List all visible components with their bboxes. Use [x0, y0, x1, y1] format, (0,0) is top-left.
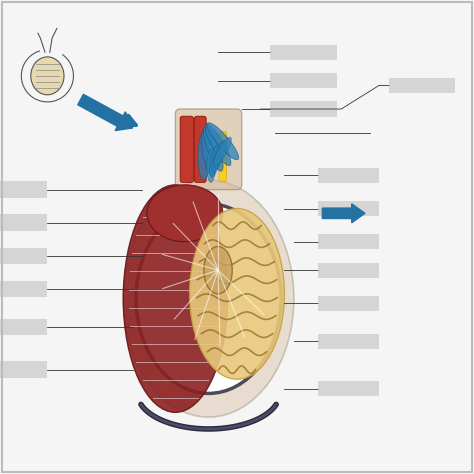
FancyBboxPatch shape — [0, 247, 47, 264]
FancyBboxPatch shape — [270, 45, 337, 60]
Ellipse shape — [213, 137, 231, 166]
Ellipse shape — [205, 124, 231, 166]
Ellipse shape — [207, 123, 239, 160]
FancyBboxPatch shape — [318, 334, 379, 349]
Ellipse shape — [198, 133, 210, 180]
FancyBboxPatch shape — [0, 361, 47, 378]
FancyBboxPatch shape — [318, 234, 379, 249]
Ellipse shape — [210, 145, 220, 178]
Ellipse shape — [136, 204, 281, 393]
FancyBboxPatch shape — [219, 131, 227, 182]
FancyBboxPatch shape — [318, 381, 379, 396]
FancyBboxPatch shape — [0, 214, 47, 231]
FancyBboxPatch shape — [180, 116, 193, 182]
FancyBboxPatch shape — [0, 319, 47, 336]
FancyBboxPatch shape — [0, 181, 47, 198]
Ellipse shape — [204, 246, 232, 294]
Ellipse shape — [31, 57, 64, 95]
Ellipse shape — [123, 180, 294, 417]
FancyBboxPatch shape — [318, 201, 379, 216]
FancyArrow shape — [78, 94, 133, 130]
FancyBboxPatch shape — [318, 168, 379, 183]
Ellipse shape — [203, 127, 223, 171]
Ellipse shape — [190, 209, 284, 379]
FancyArrow shape — [322, 204, 365, 223]
FancyBboxPatch shape — [270, 73, 337, 88]
FancyBboxPatch shape — [318, 296, 379, 311]
FancyBboxPatch shape — [0, 281, 47, 298]
Ellipse shape — [123, 185, 228, 412]
FancyBboxPatch shape — [318, 263, 379, 278]
Ellipse shape — [147, 185, 223, 242]
FancyBboxPatch shape — [389, 78, 455, 93]
FancyBboxPatch shape — [194, 116, 206, 182]
Ellipse shape — [207, 149, 215, 182]
Ellipse shape — [211, 141, 226, 172]
FancyBboxPatch shape — [175, 109, 242, 190]
FancyBboxPatch shape — [270, 101, 337, 117]
Ellipse shape — [201, 129, 216, 176]
